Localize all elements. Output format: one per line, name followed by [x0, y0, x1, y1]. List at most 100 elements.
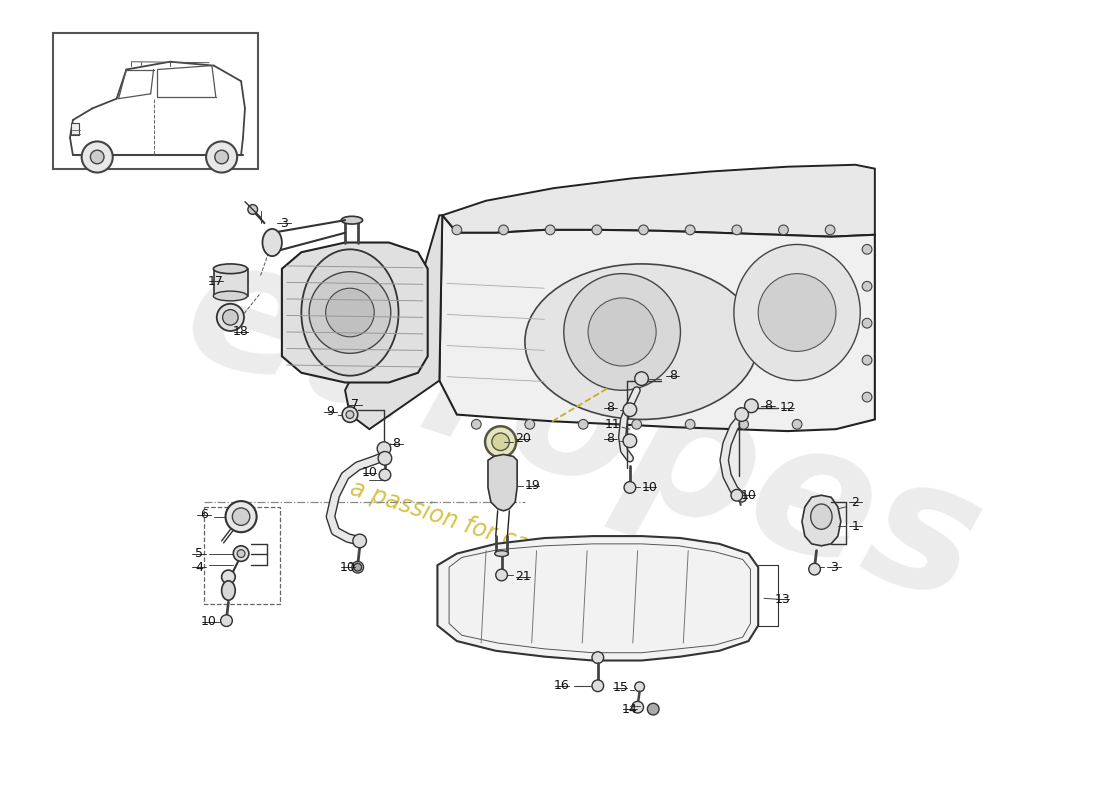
Text: 21: 21	[515, 570, 531, 583]
Ellipse shape	[301, 250, 398, 376]
Text: 13: 13	[774, 593, 791, 606]
Circle shape	[737, 492, 747, 502]
Ellipse shape	[525, 264, 758, 419]
Circle shape	[485, 426, 516, 458]
Circle shape	[248, 205, 257, 214]
Circle shape	[635, 682, 645, 692]
Text: 15: 15	[613, 682, 628, 694]
Text: 8: 8	[669, 369, 676, 382]
Circle shape	[792, 419, 802, 429]
Polygon shape	[488, 454, 517, 511]
Circle shape	[221, 570, 235, 584]
Circle shape	[378, 451, 392, 465]
Circle shape	[862, 355, 872, 365]
Circle shape	[452, 225, 462, 234]
Circle shape	[685, 419, 695, 429]
Circle shape	[472, 419, 481, 429]
Circle shape	[808, 563, 821, 575]
Polygon shape	[438, 536, 758, 661]
Text: 10: 10	[201, 615, 217, 628]
Circle shape	[779, 225, 789, 234]
Circle shape	[546, 225, 556, 234]
Circle shape	[732, 490, 742, 501]
Circle shape	[342, 407, 358, 422]
Ellipse shape	[734, 245, 860, 381]
Circle shape	[739, 419, 748, 429]
Circle shape	[353, 534, 366, 548]
Circle shape	[217, 304, 244, 331]
Text: 7: 7	[351, 398, 359, 411]
Circle shape	[592, 680, 604, 692]
Circle shape	[232, 508, 250, 526]
Text: 12: 12	[780, 402, 795, 414]
Text: 8: 8	[606, 432, 615, 446]
Text: 10: 10	[740, 489, 757, 502]
Circle shape	[631, 419, 641, 429]
Circle shape	[309, 272, 390, 354]
Circle shape	[862, 245, 872, 254]
Circle shape	[579, 419, 588, 429]
Circle shape	[226, 501, 256, 532]
Text: 1: 1	[851, 520, 859, 533]
Polygon shape	[439, 215, 874, 431]
Circle shape	[685, 225, 695, 234]
Text: 8: 8	[393, 438, 400, 450]
Circle shape	[745, 399, 758, 413]
Polygon shape	[802, 495, 840, 546]
Text: 2: 2	[851, 495, 859, 509]
Circle shape	[90, 150, 104, 164]
Circle shape	[221, 615, 232, 626]
Text: 18: 18	[233, 326, 249, 338]
Circle shape	[214, 150, 229, 164]
Text: 17: 17	[208, 275, 223, 288]
Bar	[72, 123, 79, 134]
Circle shape	[222, 310, 239, 325]
Ellipse shape	[263, 229, 282, 256]
Circle shape	[346, 410, 354, 418]
Circle shape	[588, 298, 656, 366]
Polygon shape	[442, 165, 874, 237]
Circle shape	[825, 225, 835, 234]
Circle shape	[862, 392, 872, 402]
Text: 8: 8	[763, 399, 772, 412]
Polygon shape	[282, 242, 428, 382]
Circle shape	[758, 274, 836, 351]
Circle shape	[648, 703, 659, 715]
Circle shape	[354, 563, 362, 571]
Circle shape	[377, 442, 390, 455]
Circle shape	[379, 469, 390, 481]
Circle shape	[639, 225, 648, 234]
Bar	[54, 33, 257, 169]
Text: 5: 5	[196, 547, 204, 560]
Bar	[205, 507, 280, 604]
Text: 10: 10	[641, 481, 658, 494]
Circle shape	[326, 288, 374, 337]
Text: europes: europes	[165, 218, 1002, 640]
Bar	[213, 269, 248, 296]
Circle shape	[206, 142, 238, 173]
Circle shape	[631, 702, 644, 713]
Text: 8: 8	[606, 402, 615, 414]
Text: a passion for cars since 1985: a passion for cars since 1985	[348, 476, 683, 606]
Circle shape	[233, 546, 249, 562]
Ellipse shape	[213, 264, 248, 274]
Text: 20: 20	[515, 432, 531, 446]
Circle shape	[624, 482, 636, 494]
Circle shape	[592, 225, 602, 234]
Circle shape	[238, 550, 245, 558]
Ellipse shape	[221, 581, 235, 600]
Circle shape	[592, 652, 604, 663]
Circle shape	[623, 434, 637, 448]
Ellipse shape	[213, 291, 248, 301]
Circle shape	[492, 433, 509, 450]
Circle shape	[525, 419, 535, 429]
Circle shape	[732, 225, 741, 234]
Ellipse shape	[341, 216, 363, 224]
Circle shape	[623, 403, 637, 417]
Circle shape	[862, 282, 872, 291]
Circle shape	[635, 372, 648, 386]
Polygon shape	[345, 215, 442, 429]
Circle shape	[862, 318, 872, 328]
Text: 4: 4	[196, 561, 204, 574]
Ellipse shape	[811, 504, 832, 530]
